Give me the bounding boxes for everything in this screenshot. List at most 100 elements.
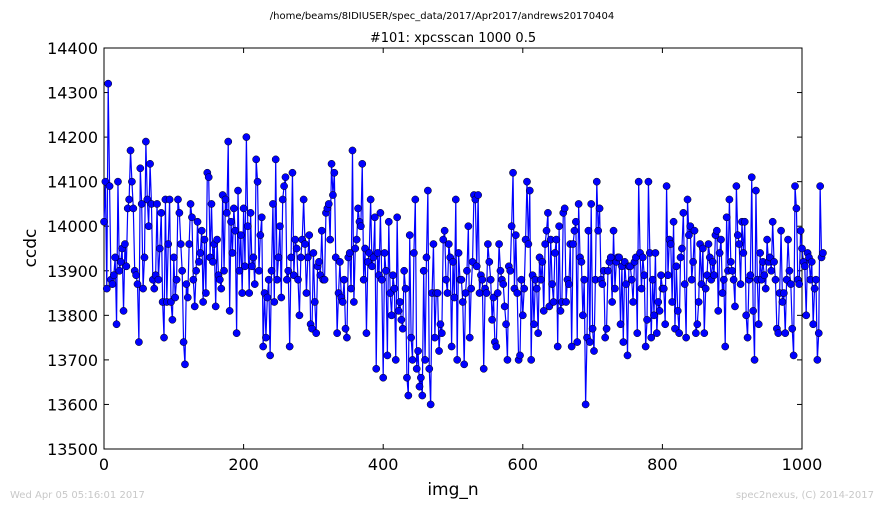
data-point xyxy=(736,280,745,288)
data-point xyxy=(246,209,255,217)
data-point xyxy=(548,280,556,288)
data-point xyxy=(397,315,406,324)
data-point xyxy=(383,351,392,360)
data-point xyxy=(262,333,270,342)
data-point xyxy=(541,240,549,248)
data-point xyxy=(291,235,300,244)
data-point xyxy=(732,182,741,190)
data-point xyxy=(585,338,594,346)
data-point xyxy=(281,173,290,182)
data-point xyxy=(394,307,403,315)
data-point xyxy=(114,177,122,186)
data-point xyxy=(496,266,505,275)
data-point xyxy=(678,244,686,253)
data-point xyxy=(418,391,427,400)
data-point xyxy=(294,275,302,284)
data-point xyxy=(777,226,785,235)
data-point xyxy=(276,222,284,231)
data-point xyxy=(419,266,428,275)
data-point xyxy=(340,275,348,284)
data-point xyxy=(405,231,414,239)
data-point xyxy=(493,289,502,297)
data-point xyxy=(449,258,457,266)
data-point xyxy=(404,391,413,400)
x-tick-label: 400 xyxy=(368,455,399,474)
data-point xyxy=(754,320,763,329)
plot-area xyxy=(100,47,827,450)
x-tick-label: 800 xyxy=(647,455,678,474)
y-tick-label: 14100 xyxy=(47,173,98,192)
data-point xyxy=(604,266,612,275)
data-point xyxy=(204,173,213,182)
data-point xyxy=(569,240,577,248)
data-point xyxy=(622,280,630,288)
data-point xyxy=(146,159,154,168)
data-point xyxy=(241,262,249,271)
data-point xyxy=(444,240,453,248)
data-point xyxy=(798,244,806,253)
data-point xyxy=(714,307,723,315)
data-point xyxy=(401,284,410,293)
data-point xyxy=(509,168,517,177)
data-point xyxy=(679,209,688,217)
data-point xyxy=(750,356,759,364)
data-point xyxy=(648,275,657,284)
data-point xyxy=(460,360,469,369)
data-point xyxy=(292,244,301,253)
data-point xyxy=(699,244,707,253)
data-point xyxy=(549,298,558,306)
data-point xyxy=(235,266,244,275)
data-point xyxy=(580,275,589,284)
data-point xyxy=(380,249,389,257)
data-point xyxy=(263,293,272,302)
data-point xyxy=(426,400,435,409)
data-point xyxy=(458,298,467,306)
data-point xyxy=(330,168,339,177)
data-point xyxy=(486,275,495,284)
data-point xyxy=(357,222,365,231)
data-point xyxy=(774,329,783,338)
data-point xyxy=(195,258,203,266)
data-point xyxy=(129,204,138,213)
data-point xyxy=(581,400,590,409)
data-point xyxy=(721,342,730,351)
data-point xyxy=(484,240,492,248)
data-point xyxy=(421,356,429,364)
data-point xyxy=(619,338,628,346)
data-point xyxy=(747,173,756,182)
data-point xyxy=(482,289,491,297)
data-point xyxy=(387,311,396,320)
data-point xyxy=(786,280,795,288)
data-point xyxy=(781,329,790,338)
data-point xyxy=(715,249,724,257)
data-point xyxy=(417,373,425,382)
data-point xyxy=(615,253,623,262)
data-point xyxy=(643,315,651,324)
data-point xyxy=(577,258,586,266)
data-point xyxy=(499,280,508,288)
data-point xyxy=(746,271,755,280)
data-point xyxy=(454,249,463,257)
data-point xyxy=(347,284,355,293)
data-point xyxy=(202,289,210,297)
data-point xyxy=(796,226,805,235)
data-point xyxy=(694,298,703,306)
data-point xyxy=(216,275,224,284)
data-point xyxy=(389,271,397,280)
data-point xyxy=(733,231,742,239)
data-point xyxy=(287,253,295,262)
data-point xyxy=(767,266,776,275)
data-point xyxy=(492,342,501,351)
data-point xyxy=(472,262,481,271)
data-point xyxy=(326,235,334,244)
y-tick-label: 14400 xyxy=(47,39,98,58)
data-point xyxy=(538,258,547,266)
data-point xyxy=(788,324,797,333)
y-tick-label: 13800 xyxy=(47,306,98,325)
data-point xyxy=(722,213,731,222)
data-point xyxy=(553,342,562,351)
data-point xyxy=(391,356,400,364)
data-point xyxy=(431,333,439,342)
data-point xyxy=(574,200,583,208)
